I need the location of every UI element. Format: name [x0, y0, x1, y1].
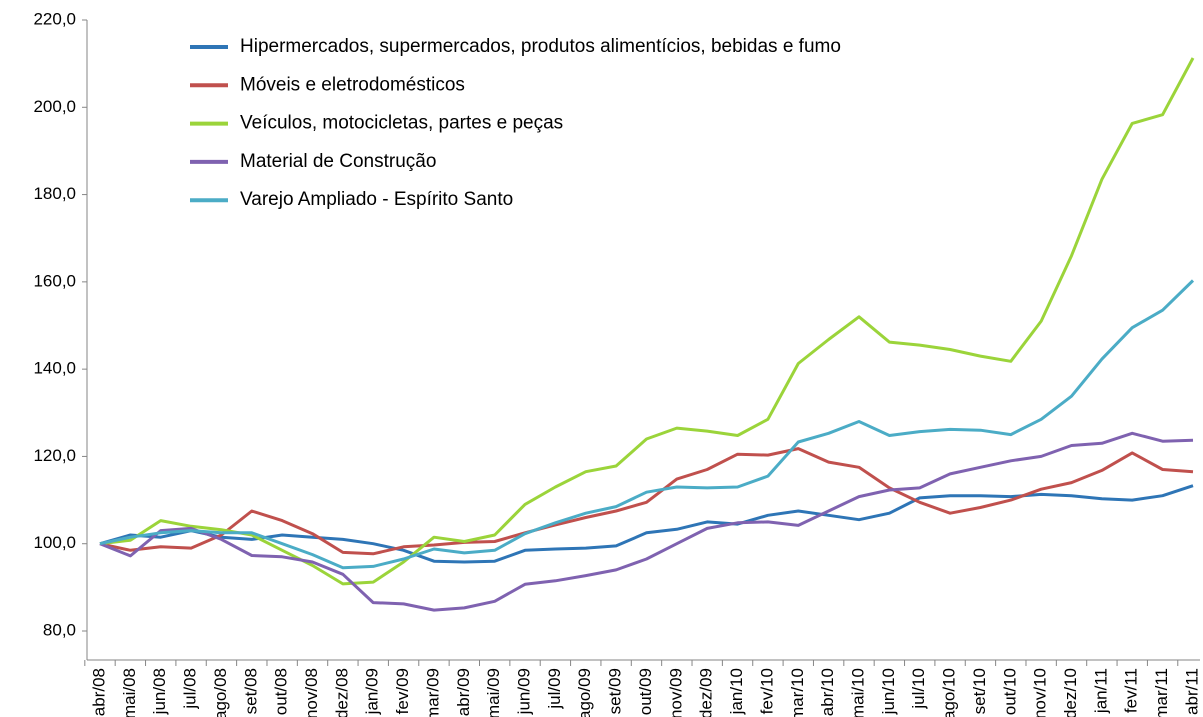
x-tick-label: set/08: [241, 668, 260, 714]
x-tick-label: abr/09: [454, 668, 473, 716]
x-tick-label: nov/09: [666, 668, 685, 717]
x-tick-label: nov/10: [1031, 668, 1050, 717]
x-tick-label: jul/09: [545, 668, 564, 710]
y-tick-label: 140,0: [33, 359, 76, 378]
legend-label: Veículos, motocicletas, partes e peças: [240, 113, 563, 134]
x-tick-label: fev/11: [1122, 668, 1141, 713]
x-tick-label: jul/10: [909, 668, 928, 710]
x-tick-label: jun/09: [515, 668, 534, 715]
x-tick-label: jan/09: [363, 668, 382, 715]
x-tick-label: ago/10: [940, 668, 959, 717]
x-tick-label: mai/10: [848, 668, 867, 717]
x-tick-label: abr/11: [1182, 668, 1201, 715]
legend-label: Material de Construção: [240, 151, 436, 172]
series-line: [99, 447, 1194, 556]
series-line: [99, 57, 1195, 586]
y-tick-label: 100,0: [33, 533, 76, 552]
x-tick-label: jan/11: [1091, 668, 1110, 714]
x-tick-label: abr/08: [89, 668, 108, 716]
x-tick-label: set/09: [606, 668, 625, 714]
y-tick-label: 160,0: [33, 271, 76, 290]
x-tick-label: fev/10: [757, 668, 776, 714]
x-tick-label: mai/09: [484, 668, 503, 717]
series-line: [99, 431, 1194, 612]
x-tick-label: fev/09: [393, 668, 412, 714]
x-tick-label: ago/08: [211, 668, 230, 717]
x-tick-label: mar/10: [788, 668, 807, 717]
x-tick-label: jun/08: [150, 668, 169, 715]
y-tick-label: 120,0: [33, 446, 76, 465]
x-tick-label: out/10: [1000, 668, 1019, 715]
x-tick-label: abr/10: [818, 668, 837, 716]
x-tick-label: mar/11: [1152, 668, 1171, 717]
x-tick-label: out/09: [636, 668, 655, 715]
x-tick-label: jul/08: [181, 668, 200, 710]
y-tick-label: 80,0: [43, 620, 76, 639]
series-line: [99, 484, 1194, 564]
series-line: [99, 279, 1195, 570]
x-tick-label: mar/09: [423, 668, 442, 717]
x-tick-label: set/10: [970, 668, 989, 714]
x-tick-label: out/08: [272, 668, 291, 715]
x-tick-label: ago/09: [575, 668, 594, 717]
x-tick-label: mai/08: [120, 668, 139, 717]
x-tick-label: jan/10: [727, 668, 746, 715]
x-tick-label: jun/10: [879, 668, 898, 715]
x-tick-label: dez/08: [332, 668, 351, 717]
x-tick-label: dez/09: [697, 668, 716, 717]
x-tick-label: nov/08: [302, 668, 321, 717]
y-tick-label: 220,0: [33, 9, 76, 28]
legend: Hipermercados, supermercados, produtos a…: [190, 36, 841, 210]
legend-label: Hipermercados, supermercados, produtos a…: [240, 36, 841, 57]
legend-label: Varejo Ampliado - Espírito Santo: [240, 189, 513, 210]
legend-label: Móveis e eletrodomésticos: [240, 74, 465, 95]
y-tick-label: 180,0: [33, 184, 76, 203]
y-tick-label: 200,0: [33, 97, 76, 116]
x-tick-label: dez/10: [1061, 668, 1080, 717]
